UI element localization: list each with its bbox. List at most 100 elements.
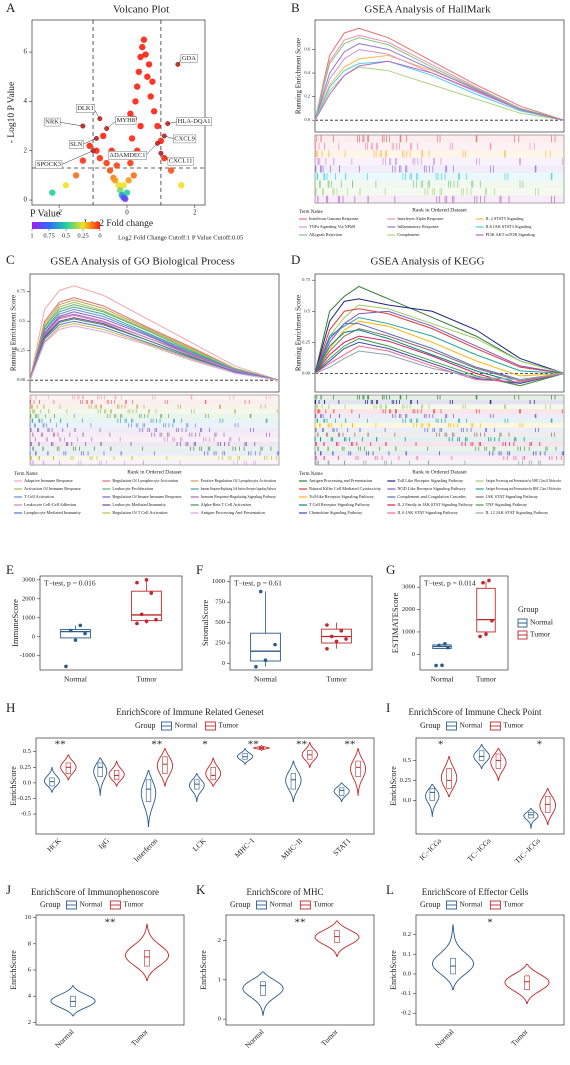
hit-strip <box>30 460 279 465</box>
data-point <box>120 182 127 189</box>
significance: ** <box>105 917 116 929</box>
significance: * <box>537 739 543 751</box>
hit-strip <box>315 165 564 173</box>
es-line <box>314 27 565 121</box>
data-point <box>325 623 329 627</box>
data-point <box>49 189 56 196</box>
gene-label-box <box>176 117 212 126</box>
data-point <box>440 663 444 668</box>
data-point <box>481 580 485 585</box>
data-point <box>273 642 277 647</box>
hit-strip <box>315 446 564 451</box>
es-line <box>29 301 280 381</box>
legend-label: Normal <box>459 721 482 730</box>
data-point <box>83 631 87 636</box>
y-tick-label: 2 <box>218 937 221 944</box>
hit-strip <box>30 423 279 428</box>
plot-frame <box>415 914 565 1026</box>
data-point <box>446 645 450 650</box>
hit-strip <box>30 399 279 405</box>
es-line <box>314 323 565 381</box>
y-axis-label: EnrichScore <box>389 766 398 806</box>
hit-strip <box>30 404 279 409</box>
data-point <box>115 182 122 189</box>
gene-label: NRK <box>45 119 59 126</box>
gene-label-box <box>35 160 63 169</box>
data-point <box>116 187 124 194</box>
legend-label: Tumor <box>503 721 524 730</box>
data-point <box>106 167 114 174</box>
y-axis-label: Running Enrichment Score <box>295 38 303 114</box>
box <box>162 756 168 774</box>
significance: ** <box>295 917 306 929</box>
significance: ** <box>248 739 259 751</box>
significance: * <box>202 739 208 751</box>
hit-strip <box>315 180 564 188</box>
plot-frame <box>225 914 375 1026</box>
y-axis-label: - Log10 P Value <box>7 82 17 143</box>
x-tick-label: 0 <box>125 209 129 217</box>
es-line <box>314 285 565 374</box>
gene-pointer <box>60 150 94 165</box>
plot-frame <box>229 575 373 671</box>
gene-pointer <box>164 135 175 140</box>
legend-label: T Cell Activation <box>24 494 55 499</box>
gene-label: MYH8 <box>117 117 135 124</box>
legend-label: Leukocyte Mediated Immunity <box>112 502 166 507</box>
gene-point <box>165 121 171 127</box>
hit-strip <box>30 455 279 461</box>
hit-strip <box>315 150 564 158</box>
legend-label: Tumor <box>313 900 334 909</box>
y-tick-label: 500 <box>215 619 225 626</box>
hit-strip <box>315 455 564 461</box>
plot-frame <box>314 273 565 393</box>
colorbar-tick-label: 0.5 <box>62 232 70 239</box>
hit-strip <box>315 404 564 409</box>
data-point <box>144 619 149 623</box>
legend-label: Antigen Processing And Presentation <box>201 510 266 515</box>
data-point <box>167 167 175 174</box>
legend-label: Immune Response-Regulating Cell Surface … <box>201 486 277 491</box>
legend-label: TNF Signaling Pathway <box>486 502 528 507</box>
hit-strip <box>315 409 564 414</box>
legend-label: Toll-like Receptor Signaling Pathway <box>309 494 375 499</box>
legend-label: Complement and Coagulation Cascades <box>397 494 466 499</box>
data-point <box>142 51 149 58</box>
y-tick-label: 0.75 <box>17 289 26 294</box>
legend-label: IL 12 JAK STAT Signaling Pathway <box>486 510 549 515</box>
box <box>476 587 496 633</box>
x-axis-label: Log2 Fold change <box>84 219 153 229</box>
annotation: T−test, p = 0.61 <box>234 579 282 588</box>
y-tick-label: 0.25 <box>17 348 26 353</box>
panel-letter: A <box>6 0 16 15</box>
plot-frame <box>35 737 375 835</box>
data-point <box>135 68 143 76</box>
legend-label: Tumor <box>123 900 144 909</box>
x-tick-label: Normal <box>254 675 277 684</box>
legend-title: Term Name <box>299 472 323 477</box>
hit-strip <box>315 399 564 405</box>
annotation: T−test, p = 0.016 <box>44 579 96 588</box>
y-tick-label: 0.2 <box>304 94 310 99</box>
plot-frame <box>29 273 280 393</box>
colorbar-tick-label: 0.75 <box>43 232 54 239</box>
strip-frame <box>314 394 565 466</box>
y-tick-label: 2 <box>24 146 28 154</box>
legend-label: Allograft Rejection <box>309 232 343 237</box>
y-tick-label: 1000 <box>212 578 225 585</box>
data-point <box>132 98 139 105</box>
x-tick-label: Tumor <box>476 675 497 684</box>
box <box>144 950 150 967</box>
data-point <box>128 135 136 142</box>
y-tick-label: 0.25 <box>302 339 311 344</box>
chart-title: EnrichScore of Immune Related Geneset <box>116 707 264 717</box>
chart-title: EnrichScore of Immune Check Point <box>409 707 542 717</box>
box <box>429 788 435 801</box>
y-tick-label: -0.5 <box>21 811 31 818</box>
gene-label-box <box>173 134 197 144</box>
gene-label: CXCL9 <box>174 135 195 142</box>
hit-strip <box>30 437 279 442</box>
data-point <box>125 177 132 184</box>
violin <box>432 924 474 991</box>
